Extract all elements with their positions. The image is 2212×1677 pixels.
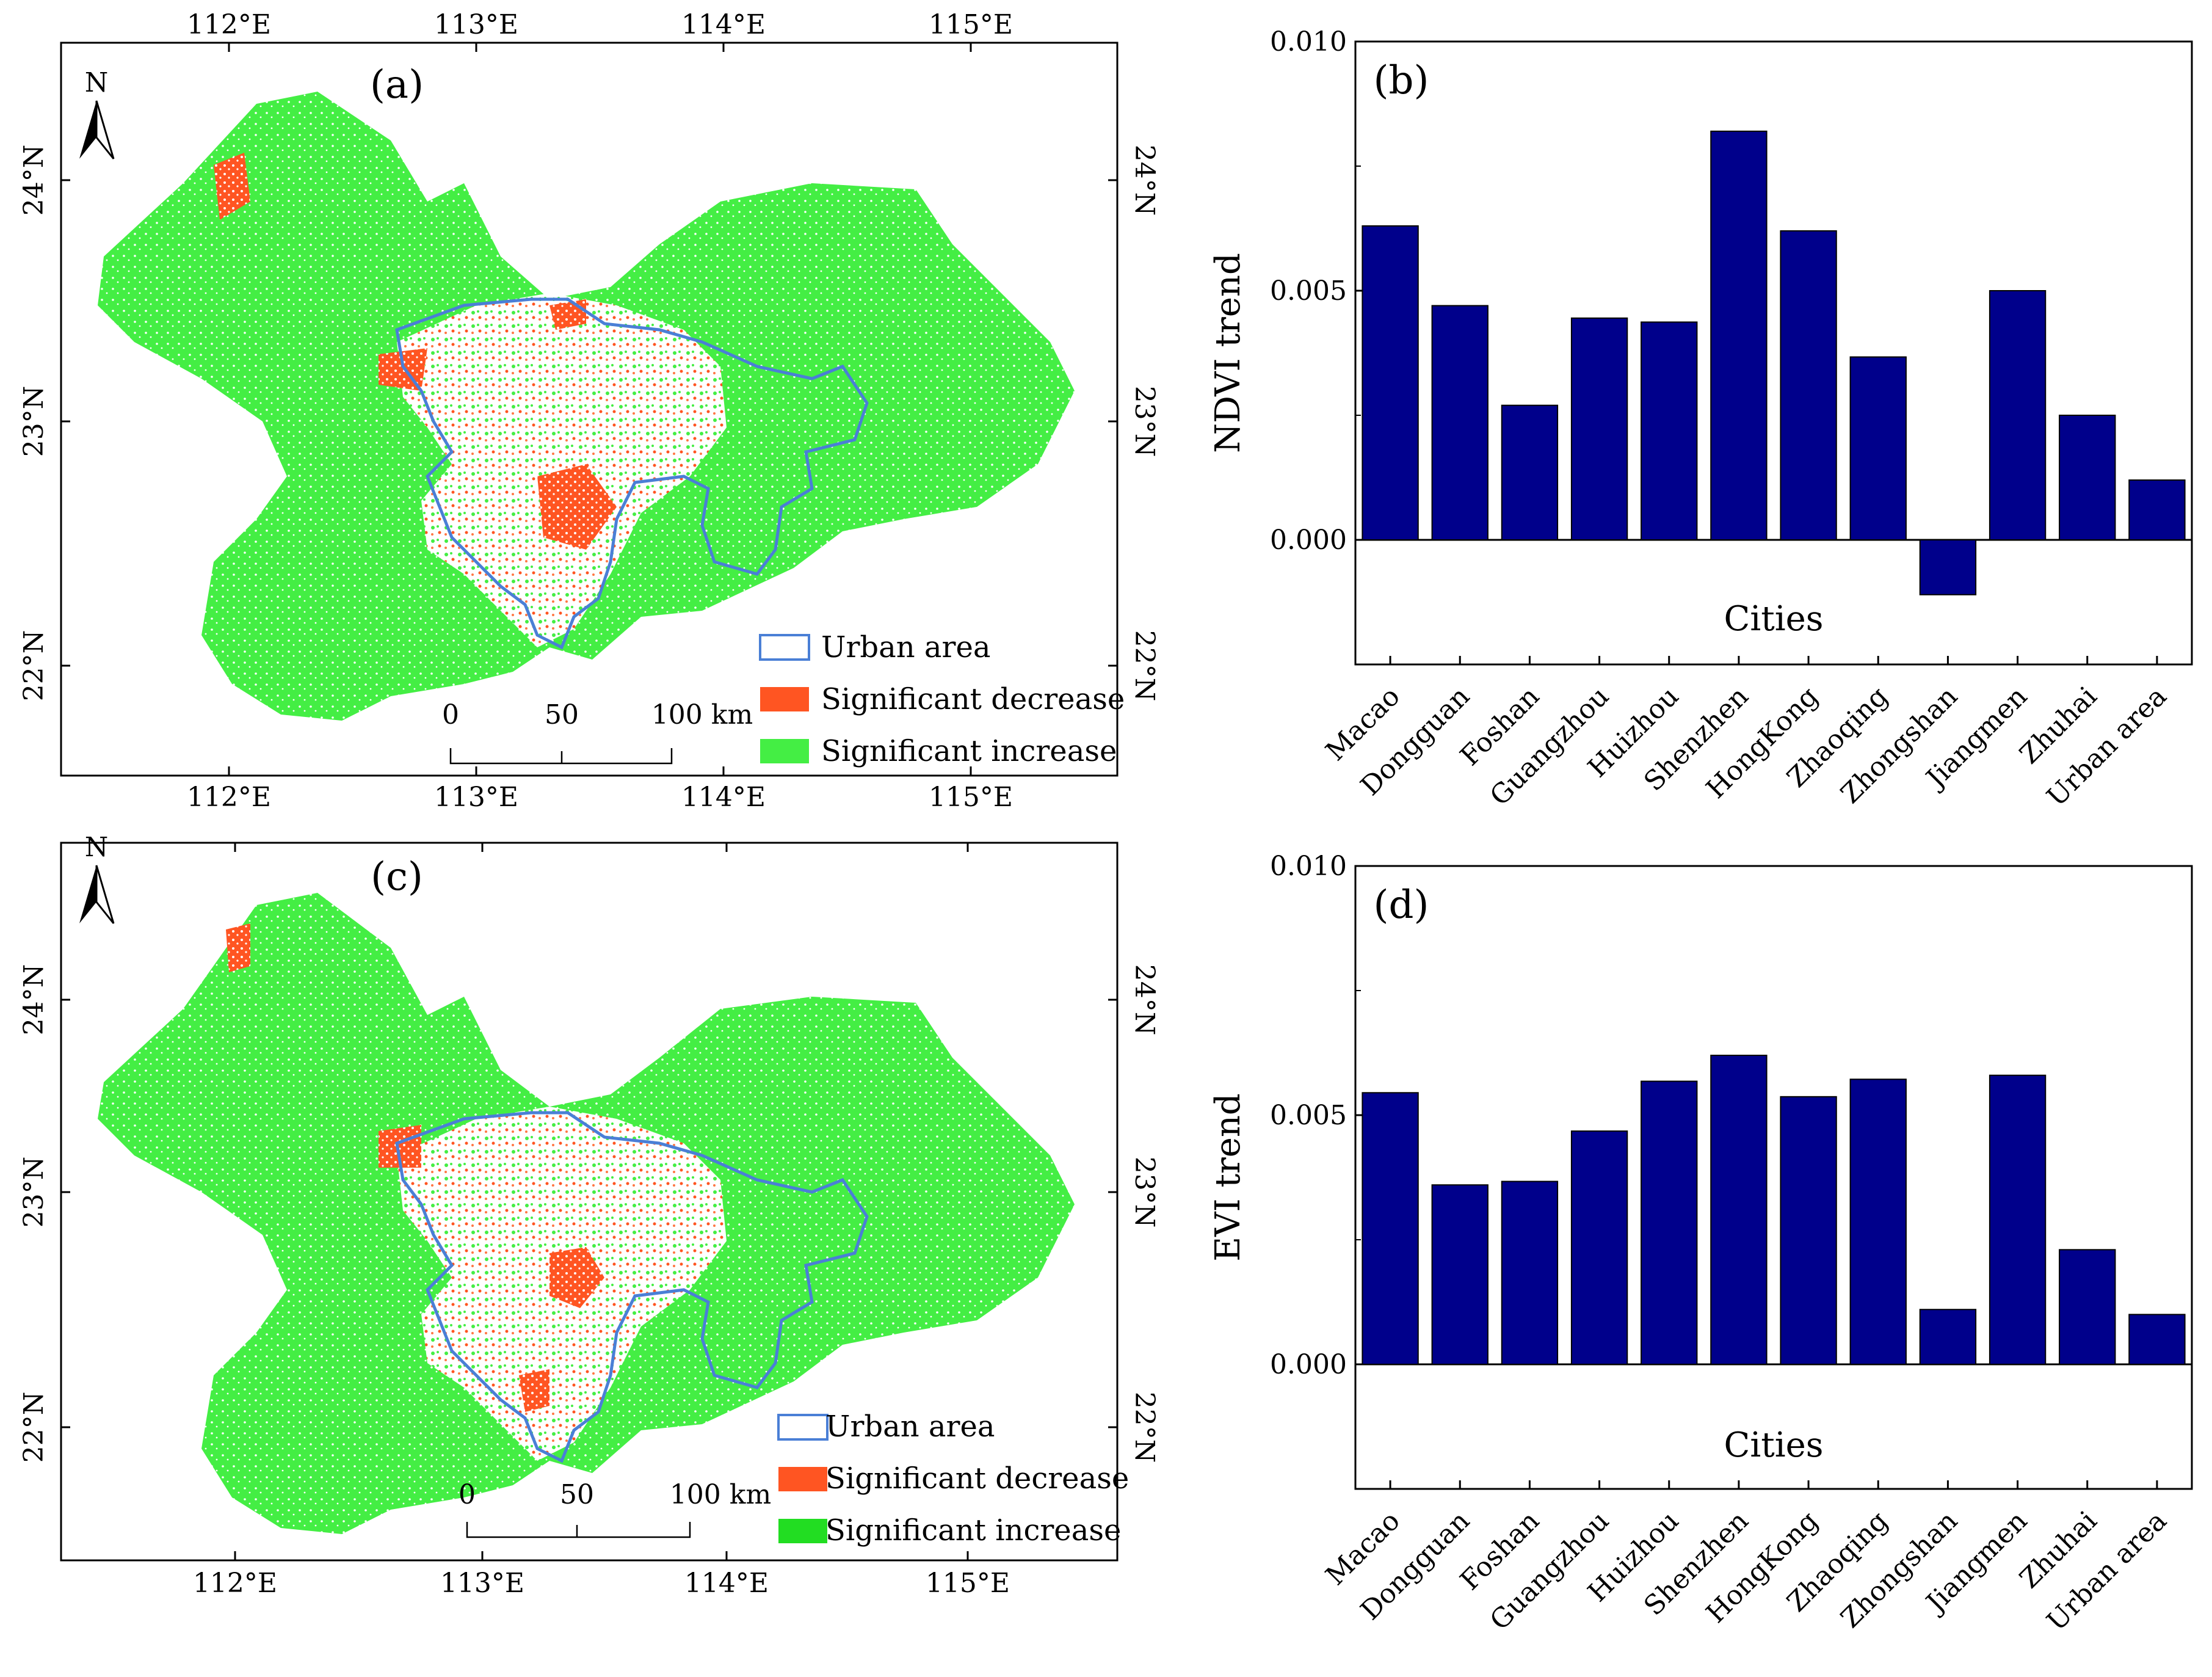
lat-label-right: 23°N: [1129, 386, 1160, 457]
lon-ticks-top: [61, 43, 1117, 776]
svg-text:Significant increase: Significant increase: [821, 734, 1117, 768]
svg-text:Significant decrease: Significant decrease: [825, 1461, 1129, 1496]
bar-dongguan: [1431, 305, 1489, 540]
map-panel-c: 112°E 113°E 114°E 115°E 24°N 23°N 22°N 2…: [18, 832, 1160, 1599]
bar-chart-ndvi: 0.0000.0050.010MacaoDongguanFoshanGuangz…: [1208, 26, 2193, 813]
svg-text:Urban area: Urban area: [825, 1410, 995, 1444]
lat-label-right: 24°N: [1129, 964, 1160, 1036]
map-panel-a: 112°E 113°E 114°E 115°E 112°E 113°E 114°…: [18, 9, 1160, 813]
scale-bar: 0 50 100 km: [442, 699, 753, 765]
bar-jiangmen: [1989, 1074, 2047, 1365]
bar-guangzhou: [1570, 317, 1628, 540]
bar-foshan: [1501, 1180, 1559, 1365]
lon-label-bottom: 113°E: [434, 782, 518, 813]
lon-label-bottom: 112°E: [187, 782, 271, 813]
scale-bar: 0 50 100 km: [459, 1479, 771, 1538]
lat-label-right: 24°N: [1129, 145, 1160, 216]
urban-area-outline: [395, 297, 869, 650]
lon-label-bottom: 115°E: [926, 1568, 1010, 1599]
lon-label-bottom: 112°E: [193, 1568, 277, 1599]
lon-label-top: 113°E: [434, 9, 518, 40]
bar-chart-evi: 0.0000.0050.010MacaoDongguanFoshanGuangz…: [1208, 851, 2193, 1637]
svg-text:50: 50: [545, 699, 579, 730]
svg-text:N: N: [85, 67, 109, 98]
svg-text:100 km: 100 km: [670, 1479, 771, 1510]
panel-label-c: (c): [371, 854, 423, 900]
bar-foshan: [1501, 404, 1559, 540]
y-tick-label: 0.010: [1270, 26, 1347, 57]
plot-frame: [1354, 865, 2193, 1490]
bar-zhaoqing: [1849, 356, 1907, 540]
lon-label-bottom: 114°E: [684, 1568, 769, 1599]
lat-label-left: 22°N: [18, 1392, 49, 1463]
map-legend: Urban area Significant decrease Signific…: [759, 630, 1125, 768]
bar-macao: [1362, 1092, 1419, 1366]
lon-label-bottom: 115°E: [929, 782, 1013, 813]
plot-frame: [1354, 40, 2193, 666]
lat-label-right: 22°N: [1129, 1392, 1160, 1463]
region-shape: [98, 92, 1075, 721]
bar-hongkong: [1780, 230, 1837, 540]
lat-label-left: 23°N: [18, 386, 49, 457]
y-tick-label: 0.000: [1270, 525, 1347, 556]
bar-macao: [1362, 225, 1419, 541]
lon-ticks: [61, 843, 1117, 1560]
lat-label-left: 24°N: [18, 145, 49, 216]
urban-area-outline: [395, 1111, 869, 1463]
region-shape: [98, 893, 1075, 1534]
lat-label-left: 23°N: [18, 1157, 49, 1228]
svg-text:50: 50: [560, 1479, 594, 1510]
svg-text:N: N: [85, 832, 109, 863]
svg-text:0: 0: [459, 1479, 476, 1510]
bar-zhongshan: [1919, 1309, 1977, 1365]
panel-label: (b): [1374, 58, 1429, 103]
bar-zhuhai: [2059, 1249, 2116, 1365]
bar-shenzhen: [1710, 1055, 1768, 1365]
bar-hongkong: [1780, 1096, 1837, 1365]
lon-label-top: 112°E: [187, 9, 271, 40]
lat-label-left: 24°N: [18, 964, 49, 1036]
bar-dongguan: [1431, 1184, 1489, 1365]
north-arrow-icon: N: [79, 67, 115, 159]
svg-text:Significant increase: Significant increase: [825, 1513, 1121, 1548]
bar-guangzhou: [1570, 1130, 1628, 1366]
svg-text:100 km: 100 km: [651, 699, 753, 730]
bar-huizhou: [1641, 1080, 1698, 1365]
lat-label-right: 23°N: [1129, 1157, 1160, 1228]
lon-label-bottom: 113°E: [440, 1568, 524, 1599]
bar-zhaoqing: [1849, 1079, 1907, 1366]
y-axis-title: EVI trend: [1208, 1093, 1248, 1262]
y-tick-label: 0.010: [1270, 851, 1347, 882]
svg-text:Urban area: Urban area: [821, 630, 991, 664]
x-axis-title: Cities: [1724, 1425, 1823, 1465]
y-tick-label: 0.005: [1270, 275, 1347, 307]
bar-urban-area: [2128, 479, 2186, 541]
bar-huizhou: [1641, 321, 1698, 541]
bar-urban-area: [2128, 1314, 2186, 1365]
lon-label-top: 115°E: [929, 9, 1013, 40]
panel-label-a: (a): [370, 62, 424, 107]
bar-zhuhai: [2059, 415, 2116, 540]
lon-label-bottom: 114°E: [681, 782, 766, 813]
lat-label-right: 22°N: [1129, 630, 1160, 702]
x-axis-title: Cities: [1724, 599, 1823, 639]
lon-label-top: 114°E: [681, 9, 766, 40]
lat-label-left: 22°N: [18, 630, 49, 702]
svg-text:Significant decrease: Significant decrease: [821, 682, 1125, 716]
svg-text:0: 0: [442, 699, 459, 730]
y-tick-label: 0.000: [1270, 1349, 1347, 1380]
bar-jiangmen: [1989, 290, 2047, 540]
panel-label: (d): [1374, 882, 1429, 928]
map-legend: Urban area Significant decrease Signific…: [777, 1410, 1129, 1548]
y-tick-label: 0.005: [1270, 1100, 1347, 1131]
y-axis-title: NDVI trend: [1208, 253, 1248, 453]
bar-zhongshan: [1919, 539, 1977, 595]
bar-shenzhen: [1710, 130, 1768, 540]
north-arrow-icon: N: [79, 832, 115, 924]
